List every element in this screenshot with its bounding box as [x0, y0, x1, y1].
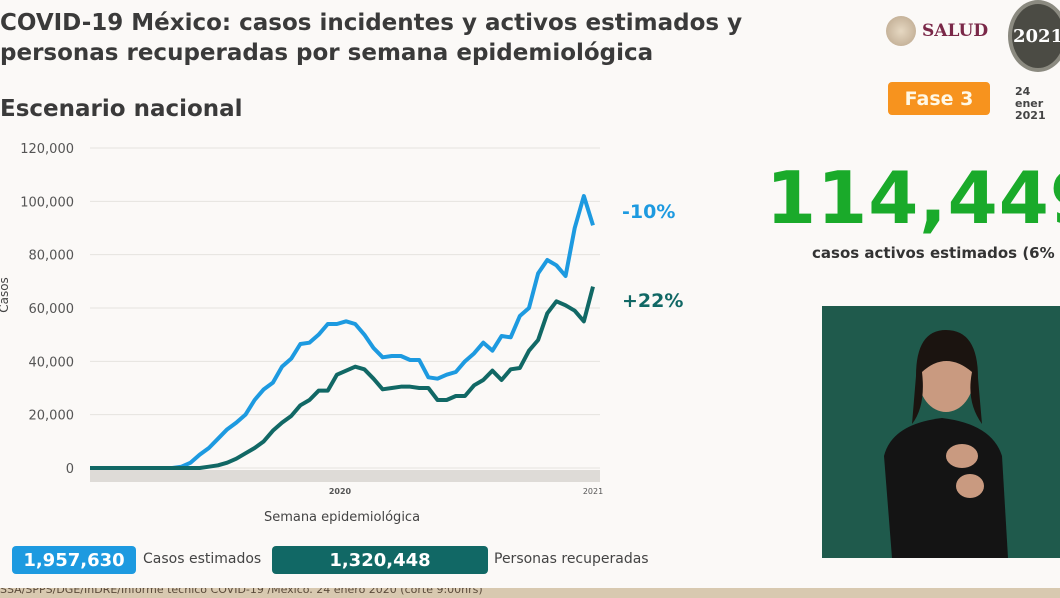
interpreter-figure: [822, 306, 1060, 558]
report-date: 24 ener 2021: [1015, 86, 1060, 122]
national-seal-icon: [886, 16, 916, 46]
year-label-2021: 2021: [583, 487, 603, 496]
source-footer: SSA/SPPS/DGE/InDRE/Informe técnico COVID…: [0, 588, 1060, 598]
active-cases-label: casos activos estimados (6%: [812, 244, 1055, 262]
y-tick-label: 60,000: [29, 302, 75, 317]
y-tick-label: 0: [66, 462, 74, 477]
date-line-2: 2021: [1015, 109, 1046, 122]
active-cases-value: 114,449: [766, 156, 1060, 240]
year-2021-logo: 2021: [1008, 0, 1060, 72]
recovered-legend: Personas recuperadas: [494, 551, 649, 567]
y-tick-label: 120,000: [20, 142, 74, 157]
estimated-cases-legend: Casos estimados: [143, 551, 262, 567]
page-title: COVID-19 México: casos incidentes y acti…: [0, 8, 742, 68]
recovered-line: [90, 286, 595, 470]
cases-chart: 020,00040,00060,00080,000100,000120,000 …: [0, 142, 683, 525]
salud-logo: SALUD: [886, 16, 988, 46]
x-axis-title: Semana epidemiológica: [264, 510, 420, 525]
year-label-2020: 2020: [329, 487, 352, 496]
recovered-badge: 1,320,448: [272, 546, 488, 574]
y-tick-label: 100,000: [20, 195, 74, 210]
sign-language-interpreter-video: [822, 306, 1060, 558]
estimated-cases-line: [90, 194, 595, 470]
recovered-change-label: +22%: [622, 290, 683, 312]
y-tick-label: 80,000: [29, 249, 75, 264]
scenario-subtitle: Escenario nacional: [0, 96, 243, 122]
week-tick-band: [90, 470, 600, 482]
title-line-1: COVID-19 México: casos incidentes y acti…: [0, 10, 743, 36]
title-line-2: personas recuperadas por semana epidemio…: [0, 40, 654, 66]
estimated-cases-badge: 1,957,630: [12, 546, 136, 574]
chart-grid: [90, 147, 600, 469]
estimated-change-label: -10%: [622, 201, 675, 223]
phase-badge: Fase 3: [888, 82, 990, 115]
y-tick-label: 40,000: [29, 355, 75, 370]
date-line-1: 24 ener: [1015, 85, 1044, 110]
y-axis-title: Casos: [0, 277, 11, 313]
salud-logo-text: SALUD: [922, 21, 989, 41]
y-tick-label: 20,000: [29, 409, 75, 424]
